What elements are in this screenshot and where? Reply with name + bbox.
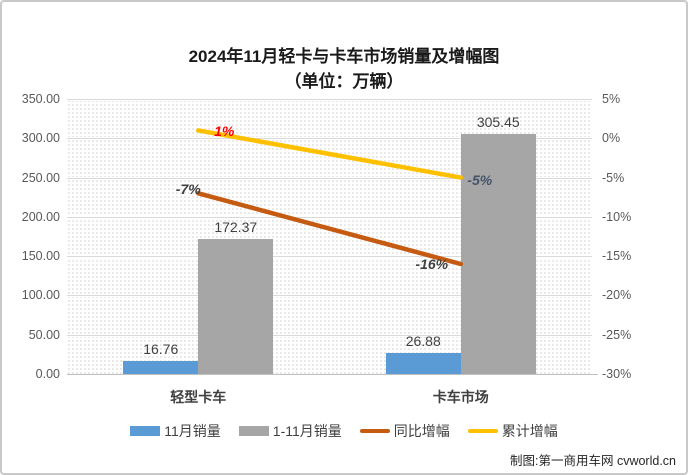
left-axis-tick-label: 250.00 (21, 170, 60, 185)
legend-item-label: 累计增幅 (501, 423, 558, 439)
bar-value-label: 305.45 (476, 114, 520, 130)
left-axis-tick-label: 150.00 (21, 249, 60, 264)
right-axis-tick-label: 0% (602, 131, 621, 146)
gridline-stroke (67, 295, 592, 297)
left-axis-tick-label: 350.00 (21, 92, 60, 106)
bar-value-label: 172.37 (214, 218, 258, 235)
right-axis-tick-label: -10% (602, 209, 632, 224)
left-axis-tick-label: 300.00 (21, 131, 60, 146)
right-axis-tick-label: -20% (602, 288, 632, 303)
legend-item: 同比增幅 (359, 421, 450, 441)
right-axis-tick-label: -5% (602, 170, 625, 185)
watermark: 制图:第一商用车网 cvworld.cn (510, 454, 676, 468)
bar-11月销量 (123, 360, 199, 374)
gridline (67, 215, 592, 219)
left-axis-tick-label: 200.00 (21, 209, 60, 224)
gridline-stroke (67, 216, 592, 218)
chart-subtitle: （单位：万辆） (284, 72, 404, 91)
legend-item: 1-11月销量 (238, 421, 342, 441)
left-axis-tick-label: 50.00 (28, 327, 60, 342)
line-point-label: -5% (467, 171, 493, 188)
legend-item-label: 11月销量 (164, 423, 221, 439)
legend-bar-swatch-icon (130, 426, 161, 436)
gridline (67, 137, 592, 141)
right-axis-tick-label: -25% (602, 327, 632, 342)
legend-bar-swatch-icon (238, 426, 269, 436)
right-axis-tick-label: -15% (602, 249, 632, 264)
left-axis-tick-label: 100.00 (21, 288, 60, 303)
category-label: 卡车市场 (432, 389, 489, 405)
bar-1-11月销量 (460, 134, 536, 374)
bar-value-label: 16.76 (143, 340, 179, 357)
line-累计增幅 (196, 128, 463, 180)
x-axis-line (67, 374, 598, 375)
gridline-stroke (67, 334, 592, 336)
legend-item: 11月销量 (130, 421, 221, 441)
gridline-stroke (67, 177, 592, 179)
bar-1-11月销量 (198, 238, 274, 374)
legend-line-swatch-icon (359, 428, 390, 434)
chart-title-block: 2024年11月轻卡与卡车市场销量及增幅图 （单位：万辆） (2, 44, 686, 94)
right-axis-tick-label: 5% (602, 92, 621, 106)
legend-item-label: 1-11月销量 (272, 423, 342, 439)
line-同比增幅 (196, 191, 463, 267)
line-point-label: -16% (415, 256, 449, 272)
legend-item: 累计增幅 (467, 421, 558, 441)
gridline-stroke (67, 138, 592, 140)
legend-item-label: 同比增幅 (393, 423, 450, 439)
gridline-stroke (67, 256, 592, 258)
line-point-label: 1% (214, 123, 235, 140)
gridline-stroke (67, 99, 592, 100)
gridline (67, 294, 592, 298)
gridline (67, 98, 592, 101)
line-point-label: -7% (175, 181, 201, 198)
gridline (67, 255, 592, 259)
right-axis-tick-label: -30% (602, 367, 632, 381)
category-label: 轻型卡车 (170, 389, 227, 405)
bar-value-label: 26.88 (405, 332, 441, 349)
legend: 11月销量 1-11月销量 同比增幅 累计增幅 (2, 421, 686, 441)
legend-line-swatch-icon (467, 428, 498, 434)
gridline (67, 333, 592, 337)
left-axis-tick-label: 0.00 (35, 367, 60, 381)
bar-11月销量 (385, 352, 461, 374)
chart-title: 2024年11月轻卡与卡车市场销量及增幅图 (188, 47, 500, 66)
gridline (67, 176, 592, 180)
